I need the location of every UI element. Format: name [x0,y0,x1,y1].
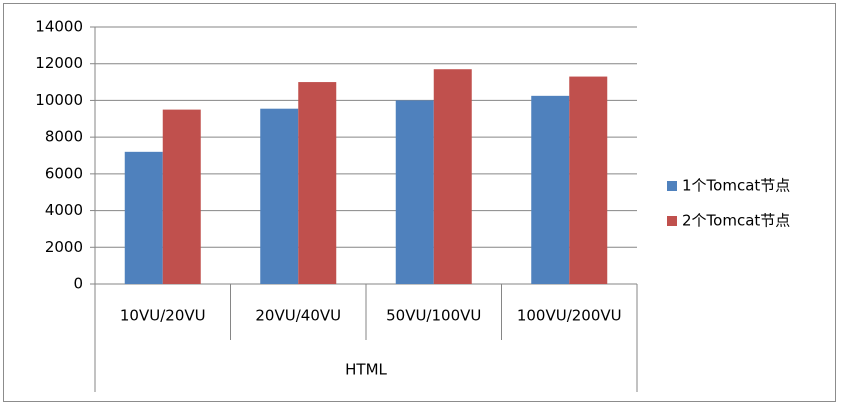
legend-swatch [667,216,677,226]
bar [260,108,299,284]
y-tick-label: 4000 [45,201,83,219]
bar [531,95,570,284]
category-group-label: HTML [345,361,387,379]
y-tick-label: 12000 [35,54,83,72]
x-tick-label: 20VU/40VU [255,307,341,325]
y-tick-label: 0 [73,275,83,293]
bar [298,82,337,284]
bar [395,100,434,284]
y-tick-label: 8000 [45,128,83,146]
y-tick-label: 14000 [35,18,83,36]
legend-label: 2个Tomcat节点 [682,212,790,230]
x-tick-label: 100VU/200VU [517,307,622,325]
bar [162,109,201,284]
y-tick-label: 6000 [45,164,83,182]
x-tick-label: 50VU/100VU [386,307,481,325]
y-tick-label: 10000 [35,91,83,109]
legend-swatch [667,181,677,191]
legend-label: 1个Tomcat节点 [682,177,790,195]
x-tick-label: 10VU/20VU [120,307,206,325]
bar [433,69,472,284]
bar [569,76,608,284]
bar [124,151,163,284]
y-tick-label: 2000 [45,238,83,256]
